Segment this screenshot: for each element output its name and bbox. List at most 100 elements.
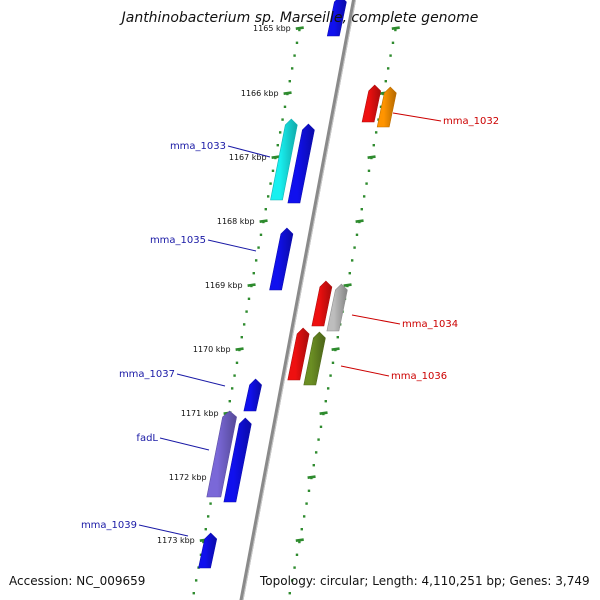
gene-label-mma_1032: mma_1032	[443, 116, 499, 127]
leader-line	[340, 365, 390, 377]
ruler-dot	[389, 54, 392, 57]
ruler-dot	[194, 579, 198, 582]
gene-block-orange	[376, 86, 397, 128]
backbone-highlight	[242, 0, 357, 600]
gene-block-red	[311, 280, 333, 327]
ruler-dot	[317, 438, 320, 441]
gene-label-mma_1035: mma_1035	[150, 235, 206, 246]
gene-block-blue	[198, 532, 218, 569]
major-tick	[295, 26, 304, 30]
ruler-dot	[329, 374, 332, 377]
major-tick	[283, 91, 292, 95]
ruler-dot	[372, 144, 375, 147]
ruler-dot	[324, 400, 327, 403]
leader-line	[227, 145, 271, 158]
ruler-dot	[293, 54, 296, 57]
ruler-dot	[209, 502, 212, 505]
ruler-dot	[242, 323, 246, 326]
ruler-dot	[360, 208, 363, 211]
ruler-dot	[266, 195, 270, 198]
tick-label: 1171 kbp	[181, 409, 219, 418]
ruler-dot	[386, 67, 390, 70]
major-tick	[247, 283, 256, 287]
ruler-dot	[240, 336, 243, 339]
ruler-dot	[230, 387, 234, 390]
tick-label: 1172 kbp	[169, 473, 207, 482]
ruler-dot	[374, 131, 378, 134]
gene-block-purple	[206, 410, 237, 498]
ruler-dot	[353, 246, 356, 249]
tick-label: 1173 kbp	[157, 536, 195, 545]
ruler-dot	[290, 579, 294, 582]
ruler-dot	[298, 28, 301, 32]
leader-line	[351, 314, 401, 325]
gene-block-cyan	[270, 118, 298, 201]
ruler-dot	[281, 118, 284, 121]
major-tick	[295, 538, 304, 542]
ruler-dot	[384, 80, 387, 83]
ruler-dot	[391, 41, 395, 44]
ruler-dot	[295, 41, 299, 44]
ruler-dot	[355, 233, 359, 236]
gene-label-fadL: fadL	[136, 433, 158, 444]
ruler-dot	[367, 169, 371, 172]
leader-line	[176, 373, 226, 387]
major-tick	[355, 219, 364, 223]
ruler-dot	[331, 361, 335, 364]
tick-label: 1170 kbp	[193, 345, 231, 354]
gene-block-olive	[303, 331, 326, 386]
ruler-dot	[326, 387, 330, 390]
gene-block-red	[287, 327, 310, 381]
gene-block-blue	[243, 378, 262, 412]
ruler-dot	[204, 528, 207, 531]
tick-label: 1165 kbp	[253, 24, 291, 33]
ruler-dot	[314, 451, 318, 454]
ruler-dot	[298, 540, 301, 544]
leader-line	[159, 437, 210, 451]
ruler-dot	[202, 540, 205, 544]
ruler-dot	[206, 515, 210, 518]
ruler-dot	[252, 272, 255, 275]
gene-block-gray	[326, 283, 348, 332]
backbone-line	[239, 0, 357, 600]
tick-label: 1167 kbp	[229, 153, 267, 162]
ruler-dot	[192, 592, 195, 595]
ruler-dot	[365, 182, 368, 185]
map-title: Janthinobacterium sp. Marseille, complet…	[121, 10, 479, 26]
major-tick	[391, 26, 400, 30]
ruler-dot	[288, 592, 291, 595]
tick-label: 1169 kbp	[205, 281, 243, 290]
ruler-dot	[235, 361, 239, 364]
gene-label-mma_1039: mma_1039	[81, 520, 137, 531]
ruler-dot	[379, 105, 383, 108]
ruler-dot	[312, 464, 315, 467]
gene-label-mma_1033: mma_1033	[170, 141, 226, 152]
ruler-dot	[295, 553, 299, 556]
ruler-dot	[362, 195, 366, 198]
ruler-dot	[288, 80, 291, 83]
ruler-dot	[348, 272, 351, 275]
major-tick	[331, 347, 340, 351]
ruler-dot	[300, 528, 303, 531]
ruler-dot	[336, 336, 339, 339]
gene-label-mma_1037: mma_1037	[119, 369, 175, 380]
gene-block-blue	[269, 227, 294, 291]
ruler-dot	[199, 553, 203, 556]
major-tick	[343, 283, 352, 287]
major-tick	[367, 155, 376, 159]
ruler-dot	[302, 515, 306, 518]
gene-block-blue	[287, 123, 315, 204]
ruler-dot	[247, 297, 251, 300]
major-tick	[319, 411, 328, 415]
gene-block-red	[361, 84, 382, 123]
ruler-dot	[233, 374, 236, 377]
ruler-dot	[228, 400, 231, 403]
gene-label-mma_1036: mma_1036	[391, 371, 447, 382]
accession-text: Accession: NC_009659	[9, 574, 146, 588]
major-tick	[235, 347, 244, 351]
ruler-dot	[305, 502, 308, 505]
ruler-dot	[254, 259, 258, 262]
tick-label: 1166 kbp	[241, 89, 279, 98]
